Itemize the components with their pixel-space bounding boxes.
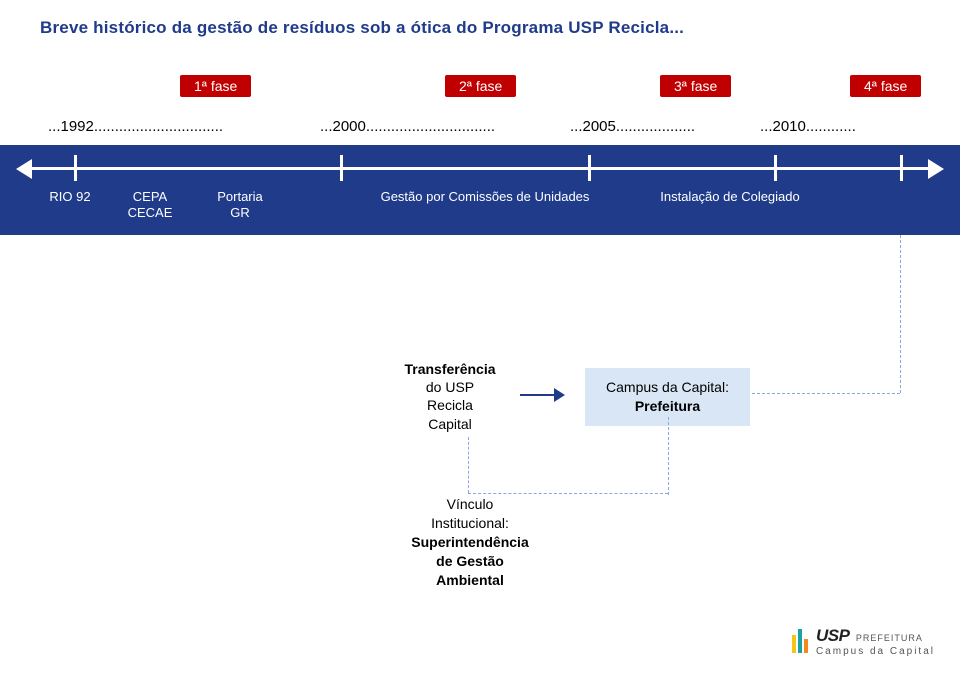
dashed-connector bbox=[468, 493, 668, 494]
logo-bar bbox=[798, 629, 802, 653]
dashed-connector bbox=[900, 235, 901, 393]
timeline-label: CEPACECAE bbox=[115, 189, 185, 222]
vinculo-box: VínculoInstitucional:Superintendênciade … bbox=[395, 495, 545, 589]
timeline-line bbox=[30, 167, 930, 170]
vinculo-line: Superintendência bbox=[395, 533, 545, 552]
timeline-band: RIO 92 CEPACECAE PortariaGR Gestão por Comi… bbox=[0, 145, 960, 235]
timeline-tick bbox=[588, 155, 591, 181]
transfer-line: Transferência bbox=[390, 360, 510, 378]
timeline-label: PortariaGR bbox=[205, 189, 275, 222]
transfer-line: do USP bbox=[390, 378, 510, 396]
logo-campus-text: Campus da Capital bbox=[816, 646, 935, 658]
phase-badge: 2ª fase bbox=[445, 75, 516, 97]
vinculo-line: de Gestão bbox=[395, 552, 545, 571]
phase-badge: 4ª fase bbox=[850, 75, 921, 97]
timeline-tick bbox=[774, 155, 777, 181]
logo-bar bbox=[804, 639, 808, 653]
vinculo-line: Institucional: bbox=[395, 514, 545, 533]
phase-badge: 1ª fase bbox=[180, 75, 251, 97]
phases-row: 1ª fase 2ª fase 3ª fase 4ª fase bbox=[0, 75, 960, 105]
timeline-tick bbox=[74, 155, 77, 181]
timeline-label: RIO 92 bbox=[40, 189, 100, 205]
timeline-tick bbox=[340, 155, 343, 181]
logo-bar bbox=[792, 635, 796, 653]
phase-badge: 3ª fase bbox=[660, 75, 731, 97]
transfer-box: Transferênciado USPReciclaCapital bbox=[390, 360, 510, 433]
dashed-connector bbox=[468, 437, 469, 493]
logo-bars-icon bbox=[792, 629, 808, 653]
dashed-connector bbox=[752, 393, 900, 394]
timeline-tick bbox=[900, 155, 903, 181]
year-label: ...1992............................... bbox=[48, 118, 223, 135]
transfer-line: Recicla bbox=[390, 396, 510, 414]
vinculo-line: Vínculo bbox=[395, 495, 545, 514]
campus-line: Prefeitura bbox=[603, 397, 732, 416]
campus-line: Campus da Capital: bbox=[603, 378, 732, 397]
year-label: ...2000............................... bbox=[320, 118, 495, 135]
footer-logo: USP PREFEITURA Campus da Capital bbox=[792, 626, 935, 658]
year-label: ...2010............ bbox=[760, 118, 856, 135]
transfer-line: Capital bbox=[390, 415, 510, 433]
vinculo-line: Ambiental bbox=[395, 571, 545, 590]
page-title: Breve histórico da gestão de resíduos so… bbox=[0, 0, 960, 38]
timeline-label: Instalação de Colegiado bbox=[640, 189, 820, 205]
timeline-arrow-right-icon bbox=[928, 159, 944, 179]
dashed-connector bbox=[668, 417, 669, 495]
logo-usp-text: USP bbox=[816, 626, 849, 645]
logo-prefeitura-text: PREFEITURA bbox=[856, 633, 923, 643]
timeline-label: Gestão por Comissões de Unidades bbox=[365, 189, 605, 205]
year-label: ...2005................... bbox=[570, 118, 695, 135]
